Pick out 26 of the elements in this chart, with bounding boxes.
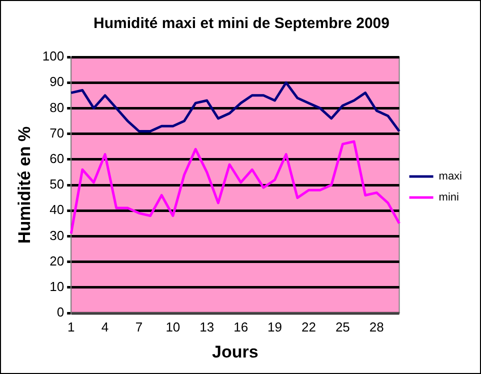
y-axis-title: Humidité en % — [14, 126, 34, 244]
y-tick-label: 0 — [56, 304, 64, 320]
x-tick-label: 1 — [67, 319, 75, 334]
legend-label: mini — [438, 192, 459, 204]
x-axis-title: Jours — [212, 342, 258, 362]
y-tick-label: 50 — [50, 176, 64, 192]
y-tick-label: 10 — [50, 278, 64, 294]
y-tick-label: 90 — [50, 74, 64, 90]
x-tick-label: 4 — [101, 319, 109, 334]
y-tick-label: 20 — [50, 253, 64, 268]
x-tick-label: 22 — [302, 319, 316, 334]
y-tick-label: 30 — [50, 228, 64, 243]
x-tick-label: 7 — [135, 319, 143, 334]
x-tick-label: 25 — [335, 319, 350, 334]
x-tick-label: 13 — [200, 319, 214, 334]
y-tick-label: 80 — [50, 100, 64, 115]
x-tick-label: 19 — [268, 319, 282, 334]
x-tick-label: 10 — [166, 319, 180, 334]
chart-title: Humidité maxi et mini de Septembre 2009 — [94, 15, 390, 32]
legend-label: maxi — [438, 170, 462, 183]
y-tick-label: 60 — [50, 150, 64, 166]
y-tick-label: 40 — [50, 202, 64, 218]
y-tick-label: 70 — [50, 125, 64, 140]
x-tick-label: 28 — [369, 319, 384, 334]
x-tick-label: 16 — [234, 319, 248, 334]
y-tick-label: 100 — [42, 48, 64, 64]
